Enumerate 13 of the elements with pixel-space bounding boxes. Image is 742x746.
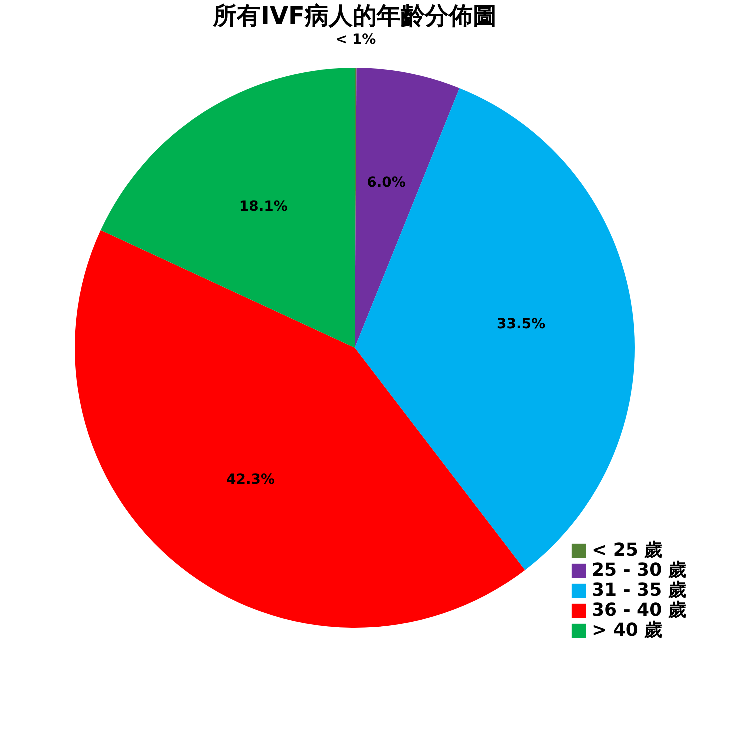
pie-slice bbox=[100, 68, 355, 348]
data-label: 18.1% bbox=[239, 199, 288, 216]
legend-label: > 40 歲 bbox=[592, 620, 663, 641]
legend-label: < 25 歲 bbox=[592, 540, 663, 561]
data-label: 6.0% bbox=[367, 174, 406, 191]
data-label: 42.3% bbox=[226, 472, 276, 488]
data-label: < 1% bbox=[336, 32, 376, 48]
chart-title: 所有IVF病人的年齡分佈圖 bbox=[212, 2, 497, 30]
legend-label: 25 - 30 歲 bbox=[592, 560, 686, 581]
legend-label: 31 - 35 歲 bbox=[592, 580, 686, 601]
data-label: 33.5% bbox=[497, 316, 546, 332]
pie-slice bbox=[355, 68, 460, 348]
legend-label: 36 - 40 歲 bbox=[592, 600, 686, 621]
